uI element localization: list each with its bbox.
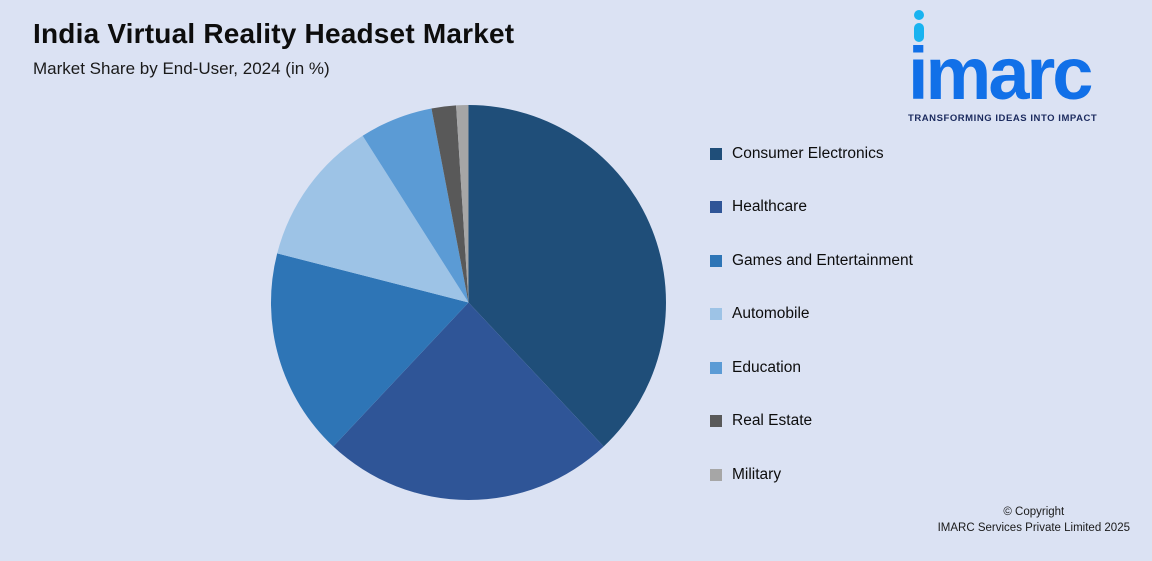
legend-item: Automobile	[710, 305, 913, 324]
legend-label: Healthcare	[732, 198, 807, 215]
pie-slice-automobile	[277, 135, 469, 303]
chart-header: India Virtual Reality Headset Market Mar…	[33, 18, 514, 79]
pie-slice-consumer-electronics	[468, 104, 666, 447]
legend-swatch-icon	[710, 361, 722, 374]
legend-swatch-icon	[710, 415, 722, 427]
logo-i-stem-icon	[914, 23, 924, 42]
legend-swatch-icon	[710, 201, 722, 213]
legend-label: Games and Entertainment	[732, 251, 913, 269]
legend-label: Consumer Electronics	[732, 144, 884, 162]
copyright: © Copyright IMARC Services Private Limit…	[938, 504, 1130, 537]
chart-subtitle: Market Share by End-User, 2024 (in %)	[33, 59, 330, 78]
pie-slice-education	[362, 108, 469, 303]
logo-i-dot-icon	[914, 10, 924, 20]
logo-tagline: TRANSFORMING IDEAS INTO IMPACT	[908, 112, 1098, 124]
legend-item: Healthcare	[710, 198, 913, 217]
legend-item: Games and Entertainment	[710, 251, 913, 270]
legend: Consumer Electronics Healthcare Games and …	[710, 144, 913, 519]
legend-swatch-icon	[710, 254, 722, 267]
legend-label: Automobile	[732, 305, 810, 322]
copyright-line1: © Copyright	[1003, 505, 1065, 518]
pie-chart	[270, 104, 666, 500]
legend-swatch-icon	[710, 308, 722, 320]
legend-label: Real Estate	[732, 412, 813, 429]
legend-item: Military	[710, 465, 913, 484]
pie-slice-healthcare	[333, 302, 604, 500]
logo-wordmark: imarc	[908, 32, 1093, 115]
legend-swatch-icon	[710, 468, 722, 481]
legend-item: Real Estate	[710, 412, 913, 431]
legend-label: Military	[732, 465, 782, 483]
pie-slice-real-estate	[431, 105, 469, 303]
chart-title: India Virtual Reality Headset Market	[33, 18, 515, 49]
copyright-line2: IMARC Services Private Limited 2025	[937, 522, 1130, 535]
logo-i-icon	[914, 10, 1130, 44]
imarc-logo: imarc TRANSFORMING IDEAS INTO IMPACT	[908, 10, 1130, 124]
pie-slice-military	[456, 104, 469, 303]
legend-item: Education	[710, 358, 913, 377]
pie-slice-games-and-entertainment	[270, 253, 469, 447]
legend-label: Education	[732, 358, 801, 376]
legend-item: Consumer Electronics	[710, 144, 913, 163]
pie-chart-container	[270, 104, 667, 501]
legend-swatch-icon	[710, 147, 722, 160]
